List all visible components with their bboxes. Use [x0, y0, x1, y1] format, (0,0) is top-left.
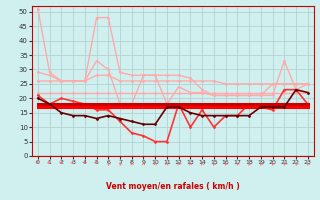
X-axis label: Vent moyen/en rafales ( km/h ): Vent moyen/en rafales ( km/h ): [106, 182, 240, 191]
